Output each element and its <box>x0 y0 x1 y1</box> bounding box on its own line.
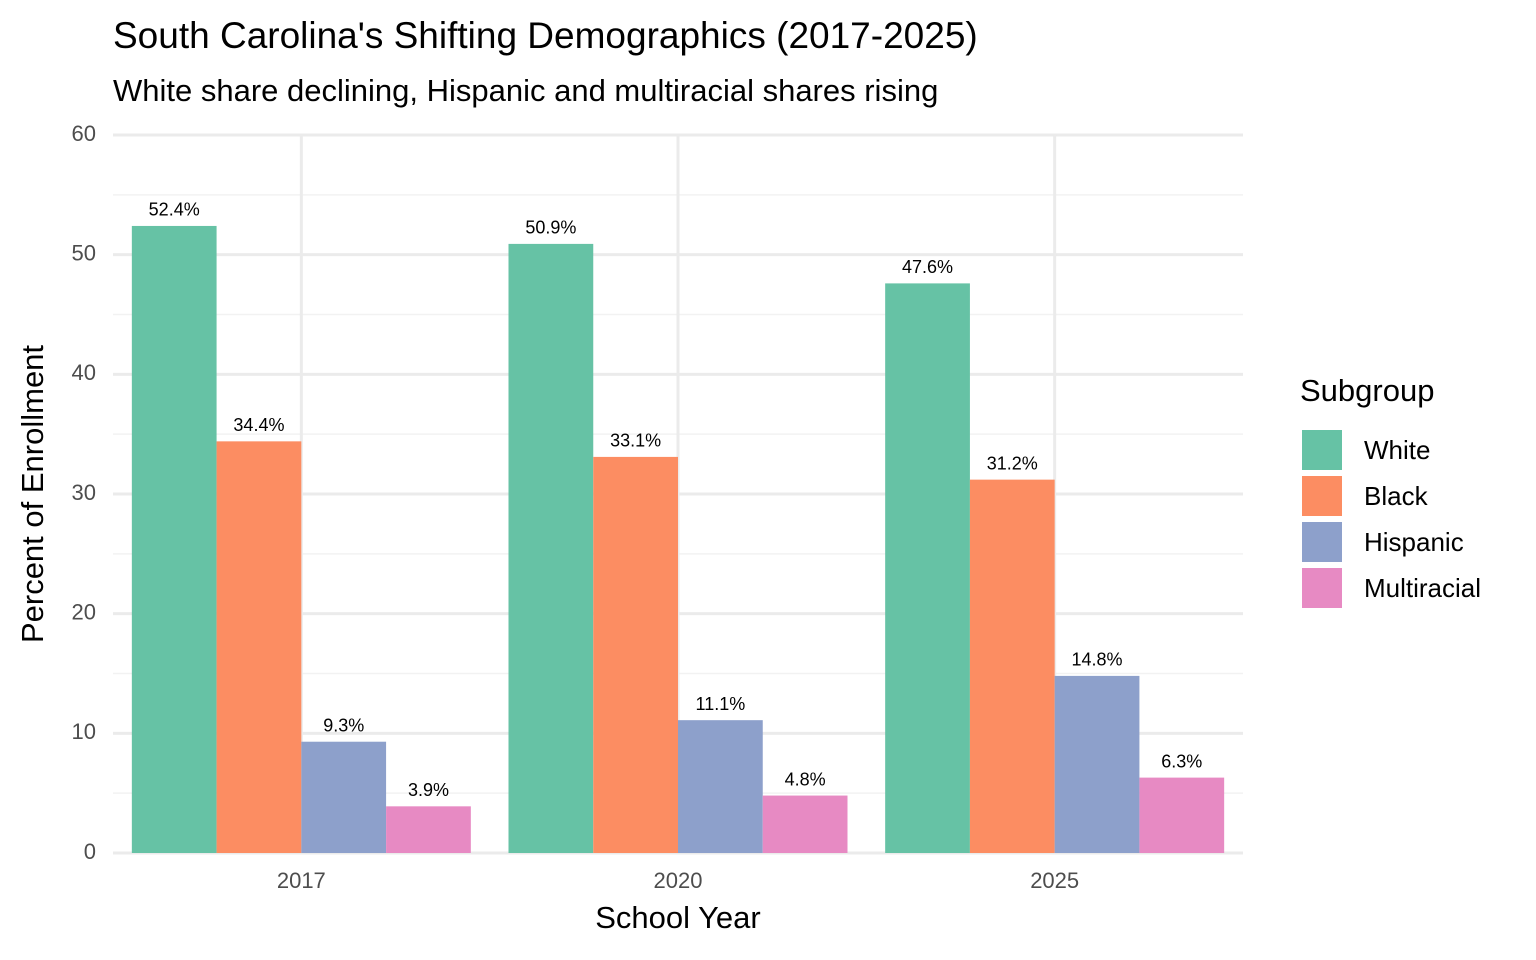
bar <box>301 741 387 853</box>
y-tick-label: 10 <box>72 719 96 744</box>
value-label: 9.3% <box>323 715 364 735</box>
value-label: 6.3% <box>1161 751 1202 771</box>
x-tick-label: 2025 <box>1030 868 1079 893</box>
value-label: 34.4% <box>233 415 284 435</box>
value-label: 14.8% <box>1072 650 1123 670</box>
x-tick-label: 2020 <box>654 868 703 893</box>
legend-key <box>1302 476 1342 516</box>
bar <box>593 456 678 853</box>
y-tick-label: 50 <box>72 240 96 265</box>
y-tick-label: 20 <box>72 599 96 624</box>
x-axis-title: School Year <box>595 900 760 935</box>
value-label: 52.4% <box>149 200 200 220</box>
bar <box>386 806 471 853</box>
bar <box>216 441 302 853</box>
value-label: 33.1% <box>610 431 661 451</box>
legend-label: Hispanic <box>1364 527 1464 557</box>
value-label: 4.8% <box>785 769 826 789</box>
bar <box>678 720 763 853</box>
bar <box>969 479 1055 853</box>
x-tick-label: 2017 <box>277 868 326 893</box>
value-label: 31.2% <box>987 453 1038 473</box>
y-tick-label: 0 <box>84 839 96 864</box>
legend-key <box>1302 522 1342 562</box>
chart-title: South Carolina's Shifting Demographics (… <box>113 15 978 56</box>
bar <box>508 243 594 853</box>
y-tick-label: 60 <box>72 121 96 146</box>
legend-label: White <box>1364 435 1430 465</box>
legend-label: Multiracial <box>1364 573 1481 603</box>
bar <box>762 795 848 853</box>
value-label: 3.9% <box>408 780 449 800</box>
y-axis-title: Percent of Enrollment <box>15 345 50 643</box>
value-label: 47.6% <box>902 257 953 277</box>
bar <box>131 225 217 854</box>
legend-label: Black <box>1364 481 1429 511</box>
y-tick-label: 30 <box>72 480 96 505</box>
y-tick-label: 40 <box>72 360 96 385</box>
legend-key <box>1302 430 1342 470</box>
chart-subtitle: White share declining, Hispanic and mult… <box>113 73 938 108</box>
value-label: 50.9% <box>525 218 576 238</box>
legend-key <box>1302 568 1342 608</box>
legend-title: Subgroup <box>1300 373 1434 408</box>
bar <box>1054 675 1140 853</box>
value-label: 11.1% <box>696 694 746 714</box>
bar <box>1139 777 1225 853</box>
bar <box>885 283 970 853</box>
